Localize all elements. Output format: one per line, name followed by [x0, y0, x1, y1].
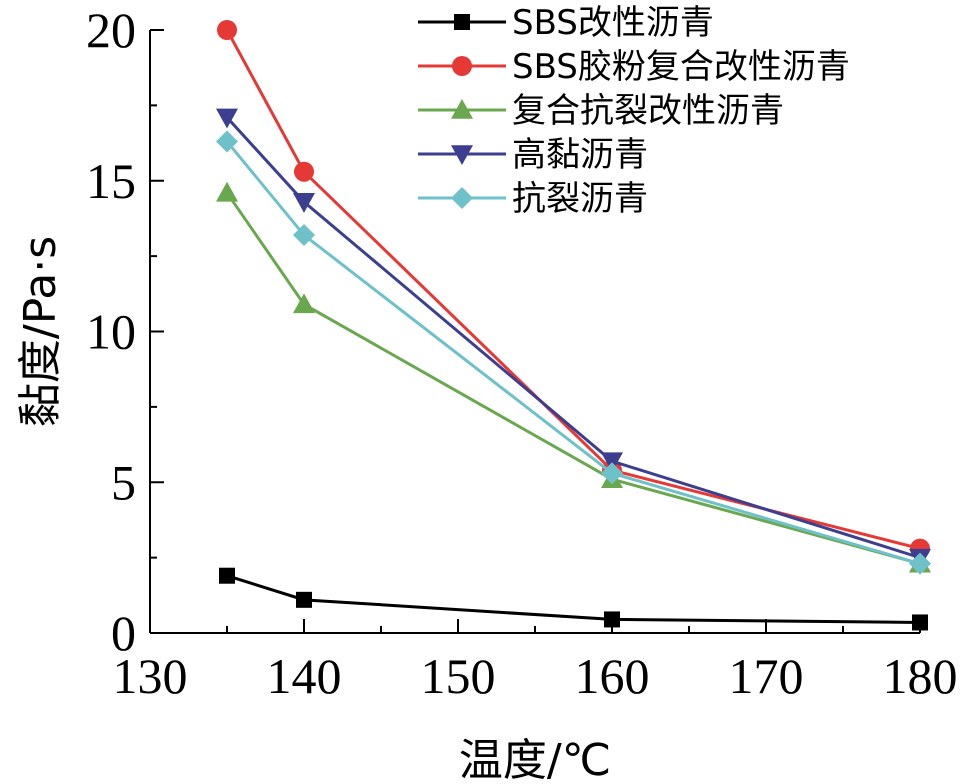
series-line: [225, 116, 921, 560]
data-point: [216, 130, 238, 153]
series-1: [219, 567, 928, 631]
data-point: [604, 611, 620, 628]
x-tick-label: 170: [729, 648, 804, 704]
x-tick-label: 140: [267, 648, 342, 704]
y-tick-label: 10: [86, 304, 136, 360]
legend-item-2: SBS胶粉复合改性沥青: [418, 47, 850, 87]
legend-marker: [454, 14, 470, 30]
data-point: [293, 224, 315, 247]
y-tick-label: 5: [111, 454, 136, 510]
data-point: [293, 193, 315, 213]
legend-marker: [451, 187, 473, 209]
legend-marker: [452, 56, 472, 76]
legend-item-1: SBS改性沥青: [418, 3, 714, 43]
y-axis-title: 黏度/Pa·s: [15, 236, 66, 427]
legend-label: 抗裂沥青: [512, 179, 648, 219]
series-group: [216, 20, 931, 631]
data-point: [217, 20, 237, 40]
data-point: [601, 462, 623, 485]
series-line: [226, 574, 921, 624]
x-axis-title: 温度/℃: [459, 735, 611, 784]
x-tick-label: 180: [883, 648, 958, 704]
legend-label: 复合抗裂改性沥青: [512, 91, 784, 131]
data-point: [216, 181, 238, 202]
data-point: [216, 108, 238, 129]
series-line: [225, 191, 921, 566]
series-3: [216, 181, 931, 573]
data-point: [219, 567, 235, 584]
legend-label: 高黏沥青: [512, 135, 648, 175]
x-tick-label: 150: [421, 648, 496, 704]
legend-item-4: 高黏沥青: [418, 135, 648, 175]
y-tick-label: 20: [86, 2, 136, 58]
data-point: [293, 293, 315, 314]
data-point: [909, 552, 931, 575]
legend-label: SBS胶粉复合改性沥青: [512, 47, 850, 87]
legend-item-3: 复合抗裂改性沥青: [418, 91, 784, 131]
x-tick-label: 160: [575, 648, 650, 704]
data-point: [296, 591, 312, 608]
legend-marker: [451, 145, 473, 165]
y-tick-label: 15: [86, 153, 136, 209]
data-point: [294, 161, 314, 182]
legend-marker: [451, 99, 473, 119]
legend-item-5: 抗裂沥青: [418, 179, 648, 219]
series-4: [216, 108, 931, 569]
series-5: [216, 130, 931, 575]
y-tick-label: 0: [111, 605, 136, 661]
series-line: [225, 140, 921, 566]
legend-label: SBS改性沥青: [512, 3, 714, 43]
axes: 130 140 150 160 170 180 0 5 10 15 20 温度/℃ 黏度/Pa·s: [15, 2, 958, 784]
data-point: [912, 614, 928, 631]
x-tick-label: 130: [113, 648, 188, 704]
